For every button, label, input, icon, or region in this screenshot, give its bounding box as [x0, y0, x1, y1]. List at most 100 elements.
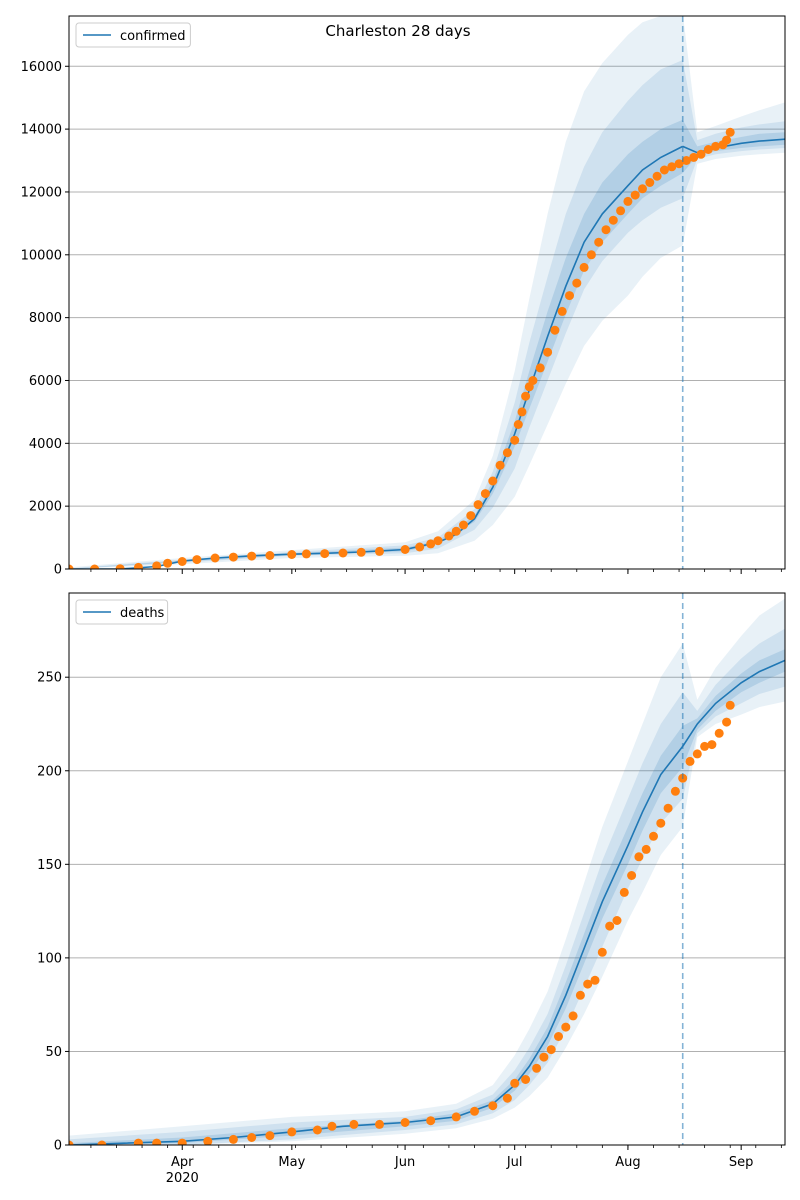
- observed-point: [495, 460, 505, 470]
- observed-point: [163, 558, 173, 568]
- observed-point: [667, 162, 677, 172]
- y-tick-label: 150: [37, 858, 62, 873]
- observed-point: [605, 921, 615, 931]
- observed-point: [287, 550, 297, 559]
- observed-point: [338, 548, 348, 558]
- observed-point: [725, 700, 735, 710]
- observed-point: [601, 225, 611, 235]
- observed-point: [670, 786, 680, 796]
- observed-point: [532, 1063, 542, 1073]
- y-tick-label: 100: [37, 951, 62, 966]
- observed-point: [327, 1121, 337, 1131]
- observed-point: [616, 206, 626, 216]
- observed-point: [459, 520, 468, 530]
- observed-point: [488, 476, 498, 486]
- uncertainty-band: [69, 16, 785, 569]
- observed-point: [502, 448, 512, 458]
- deaths-panel: 0 50 100 150 200 250 Apr May Jun Jul Aug Sep 2020 dea…: [37, 592, 786, 1186]
- observed-point: [590, 975, 600, 985]
- y-tick-label: 10000: [21, 248, 62, 263]
- observed-point: [652, 171, 662, 181]
- observed-point: [320, 549, 330, 559]
- observed-point: [554, 1032, 563, 1041]
- observed-point: [247, 551, 257, 561]
- observed-point: [623, 196, 633, 206]
- y-tick-label: 2000: [29, 500, 62, 515]
- observed-point: [689, 152, 699, 162]
- observed-point: [674, 159, 684, 169]
- observed-point: [725, 127, 735, 137]
- observed-point: [619, 887, 629, 897]
- observed-point: [700, 741, 710, 751]
- observed-point: [572, 278, 582, 288]
- observed-point: [97, 1140, 107, 1145]
- y-tick-label: 8000: [29, 311, 62, 326]
- x-tick-sublabel: 2020: [166, 1171, 199, 1186]
- observed-point: [649, 831, 658, 841]
- axes-frame: [68, 15, 786, 570]
- observed-point: [177, 557, 187, 566]
- forecast-line: [682, 659, 785, 747]
- legend: deaths: [75, 599, 169, 625]
- observed-point: [192, 555, 202, 565]
- observed-point: [528, 376, 538, 385]
- observed-point: [535, 363, 545, 373]
- observed-point: [546, 1045, 556, 1055]
- y-tick-label: 4000: [29, 437, 62, 452]
- uncertainty-band: [69, 649, 785, 1145]
- observed-point: [470, 1106, 479, 1116]
- observed-point: [228, 552, 238, 562]
- observed-point: [312, 1125, 322, 1135]
- observed-point: [612, 916, 622, 925]
- observed-point: [415, 542, 425, 552]
- observed-point: [69, 564, 74, 569]
- observed-point: [557, 306, 567, 316]
- observed-point: [575, 990, 585, 1000]
- x-tick-label: Jun: [394, 1155, 415, 1170]
- observed-point: [645, 178, 655, 187]
- forecast-line: [682, 138, 785, 154]
- observed-point: [375, 1119, 384, 1129]
- x-tick-label: Sep: [729, 1155, 754, 1170]
- observed-point: [210, 553, 220, 563]
- observed-point: [152, 561, 162, 569]
- observed-point: [287, 1127, 297, 1137]
- axes-frame: [68, 592, 786, 1146]
- x-tick-label: Jul: [506, 1155, 523, 1170]
- observed-point: [510, 435, 520, 445]
- observed-point: [711, 141, 721, 151]
- observed-point: [517, 407, 527, 417]
- observed-point: [247, 1133, 257, 1142]
- observed-point: [561, 1022, 571, 1032]
- observed-point: [133, 562, 143, 569]
- observed-point: [400, 1118, 410, 1127]
- observed-point: [714, 728, 724, 738]
- plot-area: [69, 16, 785, 569]
- observed-point: [228, 1134, 238, 1144]
- observed-point: [583, 979, 593, 989]
- observed-point: [466, 511, 476, 521]
- observed-point: [444, 531, 454, 541]
- observed-point: [480, 489, 490, 499]
- observed-point: [69, 1140, 74, 1145]
- legend-label: deaths: [120, 606, 165, 621]
- observed-point: [473, 500, 483, 510]
- observed-point: [177, 1138, 187, 1145]
- x-tick-label: May: [278, 1155, 305, 1170]
- legend: confirmed: [75, 22, 191, 48]
- observed-point: [579, 262, 589, 272]
- observed-point: [656, 818, 666, 828]
- observed-point: [597, 947, 607, 957]
- observed-point: [433, 536, 443, 546]
- observed-point: [568, 1011, 578, 1021]
- observed-point: [703, 145, 713, 154]
- observed-point: [451, 1112, 461, 1122]
- legend-box: [75, 599, 169, 625]
- observed-point: [634, 852, 644, 862]
- observed-point: [685, 756, 695, 766]
- observed-point: [521, 1075, 531, 1084]
- observed-point: [400, 545, 410, 554]
- observed-point: [115, 564, 125, 569]
- observed-point: [550, 325, 560, 335]
